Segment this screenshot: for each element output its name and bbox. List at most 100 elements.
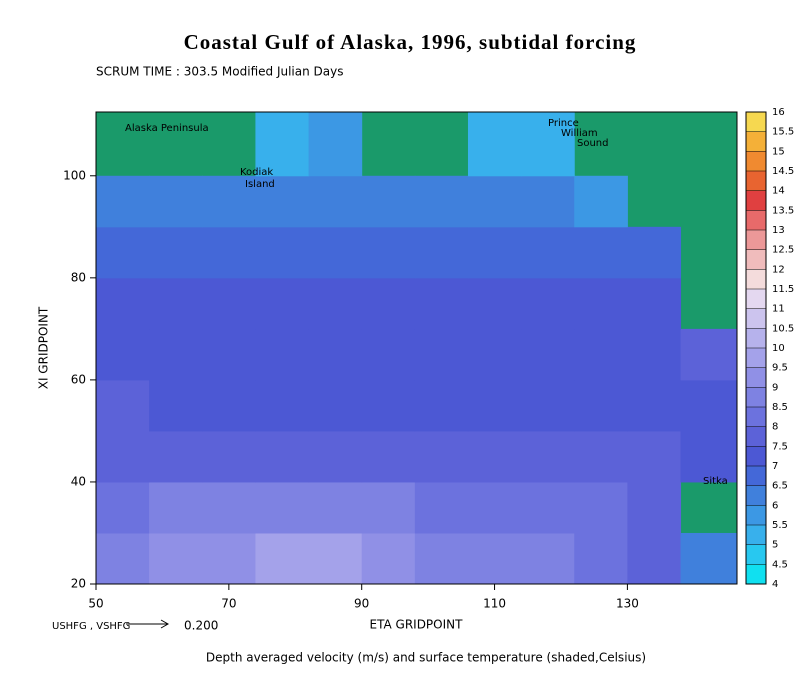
- heat-cell: [467, 379, 522, 432]
- heat-cell: [202, 379, 256, 432]
- heat-cell: [627, 226, 682, 279]
- annotation: Island: [245, 179, 275, 190]
- colorbar-band: [746, 269, 766, 289]
- colorbar-band: [746, 564, 766, 584]
- heat-cell: [414, 532, 469, 585]
- colorbar-band: [746, 249, 766, 270]
- heat-cell: [574, 277, 628, 330]
- colorbar-label: 14.5: [772, 166, 794, 177]
- colorbar-label: 11: [772, 304, 785, 315]
- y-axis-label: XI GRIDPOINT: [37, 306, 51, 389]
- heat-cell: [574, 175, 628, 228]
- heat-cell: [96, 277, 150, 330]
- x-tick-label: 70: [221, 597, 236, 611]
- colorbar-label: 4.5: [772, 559, 788, 570]
- heat-cell: [202, 481, 256, 534]
- heat-cell: [574, 379, 628, 432]
- heat-cell: [467, 532, 522, 585]
- y-tick-label: 100: [63, 168, 86, 182]
- heat-cell: [467, 430, 522, 483]
- heat-cell: [467, 226, 522, 279]
- heat-cell: [308, 481, 363, 534]
- colorbar-label: 7: [772, 461, 778, 472]
- heat-cell: [627, 532, 682, 585]
- colorbar-band: [746, 112, 766, 132]
- colorbar-band: [746, 446, 766, 466]
- heat-cell: [414, 481, 469, 534]
- heat-cell: [96, 379, 150, 432]
- heat-cell: [202, 175, 256, 228]
- heat-cell: [414, 226, 469, 279]
- colorbar-label: 14: [772, 186, 785, 197]
- heat-cell: [680, 430, 738, 483]
- colorbar-band: [746, 230, 766, 250]
- colorbar-label: 15: [772, 146, 785, 157]
- heat-cell: [255, 175, 310, 228]
- x-tick-label: 110: [483, 597, 506, 611]
- heat-cell: [149, 430, 203, 483]
- heat-cell: [521, 532, 575, 585]
- heat-cell: [96, 175, 150, 228]
- annotation: Sound: [577, 138, 609, 149]
- heat-cell: [255, 532, 310, 585]
- heat-cell: [467, 277, 522, 330]
- annotation: Prince: [548, 118, 579, 129]
- colorbar-band: [746, 289, 766, 309]
- colorbar-label: 9: [772, 382, 778, 393]
- colorbar-label: 11.5: [772, 284, 794, 295]
- heat-cell: [521, 430, 575, 483]
- heat-cell: [680, 379, 738, 432]
- heat-cell: [308, 175, 363, 228]
- heat-cell: [202, 226, 256, 279]
- heat-cell: [361, 430, 416, 483]
- heat-cell: [361, 277, 416, 330]
- colorbar-label: 12: [772, 264, 785, 275]
- y-tick-label: 40: [71, 474, 86, 488]
- colorbar-label: 8: [772, 422, 778, 433]
- heat-cell: [308, 379, 363, 432]
- vector-key-value: 0.200: [184, 619, 218, 633]
- heat-cell: [680, 532, 738, 585]
- colorbar-band: [746, 308, 766, 329]
- heat-cell: [96, 532, 150, 585]
- heat-cell: [149, 328, 203, 381]
- x-tick-label: 50: [88, 597, 103, 611]
- heat-cell: [202, 532, 256, 585]
- heat-cell: [414, 328, 469, 381]
- heat-cell: [574, 430, 628, 483]
- heat-cell: [467, 328, 522, 381]
- colorbar-band: [746, 426, 766, 447]
- heat-cell: [414, 430, 469, 483]
- heat-cell: [149, 277, 203, 330]
- colorbar-label: 4: [772, 579, 778, 590]
- heat-cell: [255, 112, 310, 177]
- colorbar-label: 12.5: [772, 245, 794, 256]
- colorbar-band: [746, 151, 766, 171]
- colorbar-band: [746, 505, 766, 525]
- heat-cell: [202, 277, 256, 330]
- footer: Depth averaged velocity (m/s) and surfac…: [206, 651, 646, 665]
- heat-cell: [308, 328, 363, 381]
- colorbar-label: 15.5: [772, 127, 794, 138]
- heat-cell: [361, 226, 416, 279]
- heat-cell: [255, 226, 310, 279]
- heat-cell: [308, 532, 363, 585]
- colorbar-label: 10: [772, 343, 785, 354]
- heat-cell: [361, 532, 416, 585]
- heat-cell: [96, 328, 150, 381]
- colorbar-band: [746, 348, 766, 368]
- subtitle: SCRUM TIME : 303.5 Modified Julian Days: [96, 65, 343, 79]
- heat-cell: [149, 481, 203, 534]
- y-tick-label: 60: [71, 372, 86, 386]
- heat-cell: [521, 277, 575, 330]
- heat-cell: [627, 430, 682, 483]
- heat-cell: [96, 430, 150, 483]
- heat-cell: [308, 112, 363, 177]
- x-axis-label: ETA GRIDPOINT: [370, 618, 464, 632]
- heat-cell: [202, 328, 256, 381]
- colorbar-label: 6.5: [772, 481, 788, 492]
- heat-cell: [149, 175, 203, 228]
- colorbar-band: [746, 367, 766, 388]
- heat-cell: [521, 226, 575, 279]
- heat-cell: [361, 328, 416, 381]
